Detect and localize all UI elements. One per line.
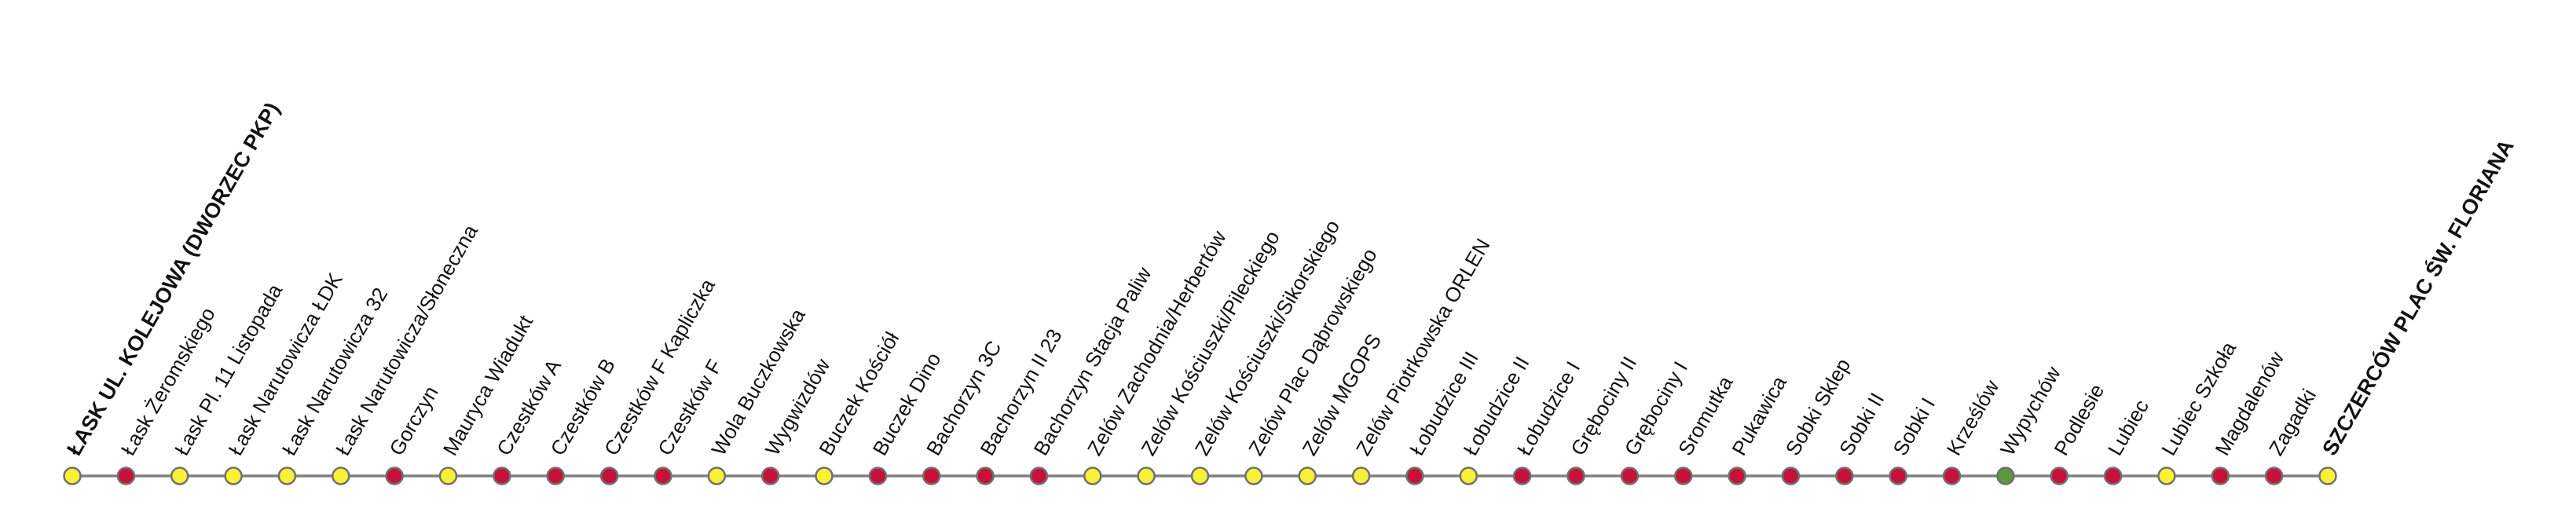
- stop-marker: [2264, 467, 2284, 485]
- stop-marker: [1137, 467, 1156, 485]
- stop: Buczek Kościół: [814, 328, 903, 485]
- stop-label: Krześlów: [1942, 375, 2004, 459]
- stop-label: Wola Buczkowska: [707, 304, 810, 459]
- stop: Sobki Sklep: [1781, 354, 1855, 485]
- stop: Lubiec Szkoła: [2156, 337, 2241, 485]
- stop-marker: [707, 467, 727, 485]
- stop-marker: [332, 467, 350, 485]
- stop-label: Zagadki: [2264, 385, 2321, 459]
- stop: Pukawica: [1727, 371, 1791, 485]
- stops-layer: ŁASK UL. KOLEJOWA (DWORZEC PKP)Łask Żero…: [62, 98, 2519, 485]
- stop-marker: [1029, 467, 1049, 485]
- stop-marker: [2050, 467, 2068, 485]
- stop-marker: [976, 467, 995, 485]
- stop: Krześlów: [1942, 375, 2004, 485]
- stop-label: Sobki I: [1888, 393, 1940, 459]
- stop-marker: [277, 467, 297, 485]
- stop-marker: [63, 467, 82, 485]
- stop-marker: [2211, 467, 2230, 485]
- stop-marker: [116, 467, 136, 485]
- stop-label: Gorczyn: [384, 382, 442, 459]
- stop: Wypychów: [1995, 362, 2065, 485]
- stop: Sromutka: [1673, 371, 1738, 485]
- stop-marker: [1190, 467, 1210, 485]
- stop-label: Podlesie: [2049, 380, 2109, 459]
- stop-marker: [922, 467, 941, 485]
- stop-marker: [546, 467, 565, 485]
- stop-marker: [1889, 467, 1907, 485]
- stop-marker: [1673, 467, 1693, 485]
- stop-marker: [1405, 467, 1424, 485]
- stop-marker: [1781, 467, 1801, 485]
- stop-marker: [2157, 467, 2176, 485]
- stop-marker: [1835, 467, 1854, 485]
- stop-marker: [224, 467, 243, 485]
- stop: Gorczyn: [384, 382, 443, 485]
- stop-marker: [868, 467, 888, 485]
- stop-marker: [1996, 467, 2015, 485]
- stop-marker: [1459, 467, 1479, 485]
- stop-marker: [438, 467, 458, 485]
- stop-marker: [1351, 467, 1371, 485]
- stop: Sobki II: [1834, 389, 1889, 485]
- stop-marker: [1728, 467, 1746, 485]
- stop: Zagadki: [2264, 385, 2321, 485]
- stop-marker: [1083, 467, 1102, 485]
- stop: Lubiec: [2103, 396, 2153, 485]
- stop-marker: [760, 467, 780, 485]
- stop-label: Lubiec: [2103, 396, 2153, 459]
- stop-marker: [1298, 467, 1317, 485]
- stop-marker: [1942, 467, 1962, 485]
- stop-marker: [654, 467, 672, 485]
- stop-marker: [599, 467, 619, 485]
- stop-label: Sobki II: [1834, 389, 1889, 459]
- stop-marker: [1244, 467, 1263, 485]
- stop: Sobki I: [1888, 393, 1940, 485]
- stop-marker: [385, 467, 404, 485]
- stop-marker: [1566, 467, 1585, 485]
- stop-marker: [2318, 467, 2337, 485]
- terminal-stop-label: SZCZERCÓW PLAC ŚW. FLORIANA: [2317, 135, 2518, 459]
- stop-marker: [2103, 467, 2123, 485]
- stop-marker: [1512, 467, 1532, 485]
- stop-marker: [493, 467, 511, 485]
- stop-marker: [1620, 467, 1640, 485]
- stop-marker: [815, 467, 834, 485]
- stop: SZCZERCÓW PLAC ŚW. FLORIANA: [2317, 135, 2519, 485]
- stop-marker: [170, 467, 189, 485]
- stop: Podlesie: [2049, 380, 2109, 485]
